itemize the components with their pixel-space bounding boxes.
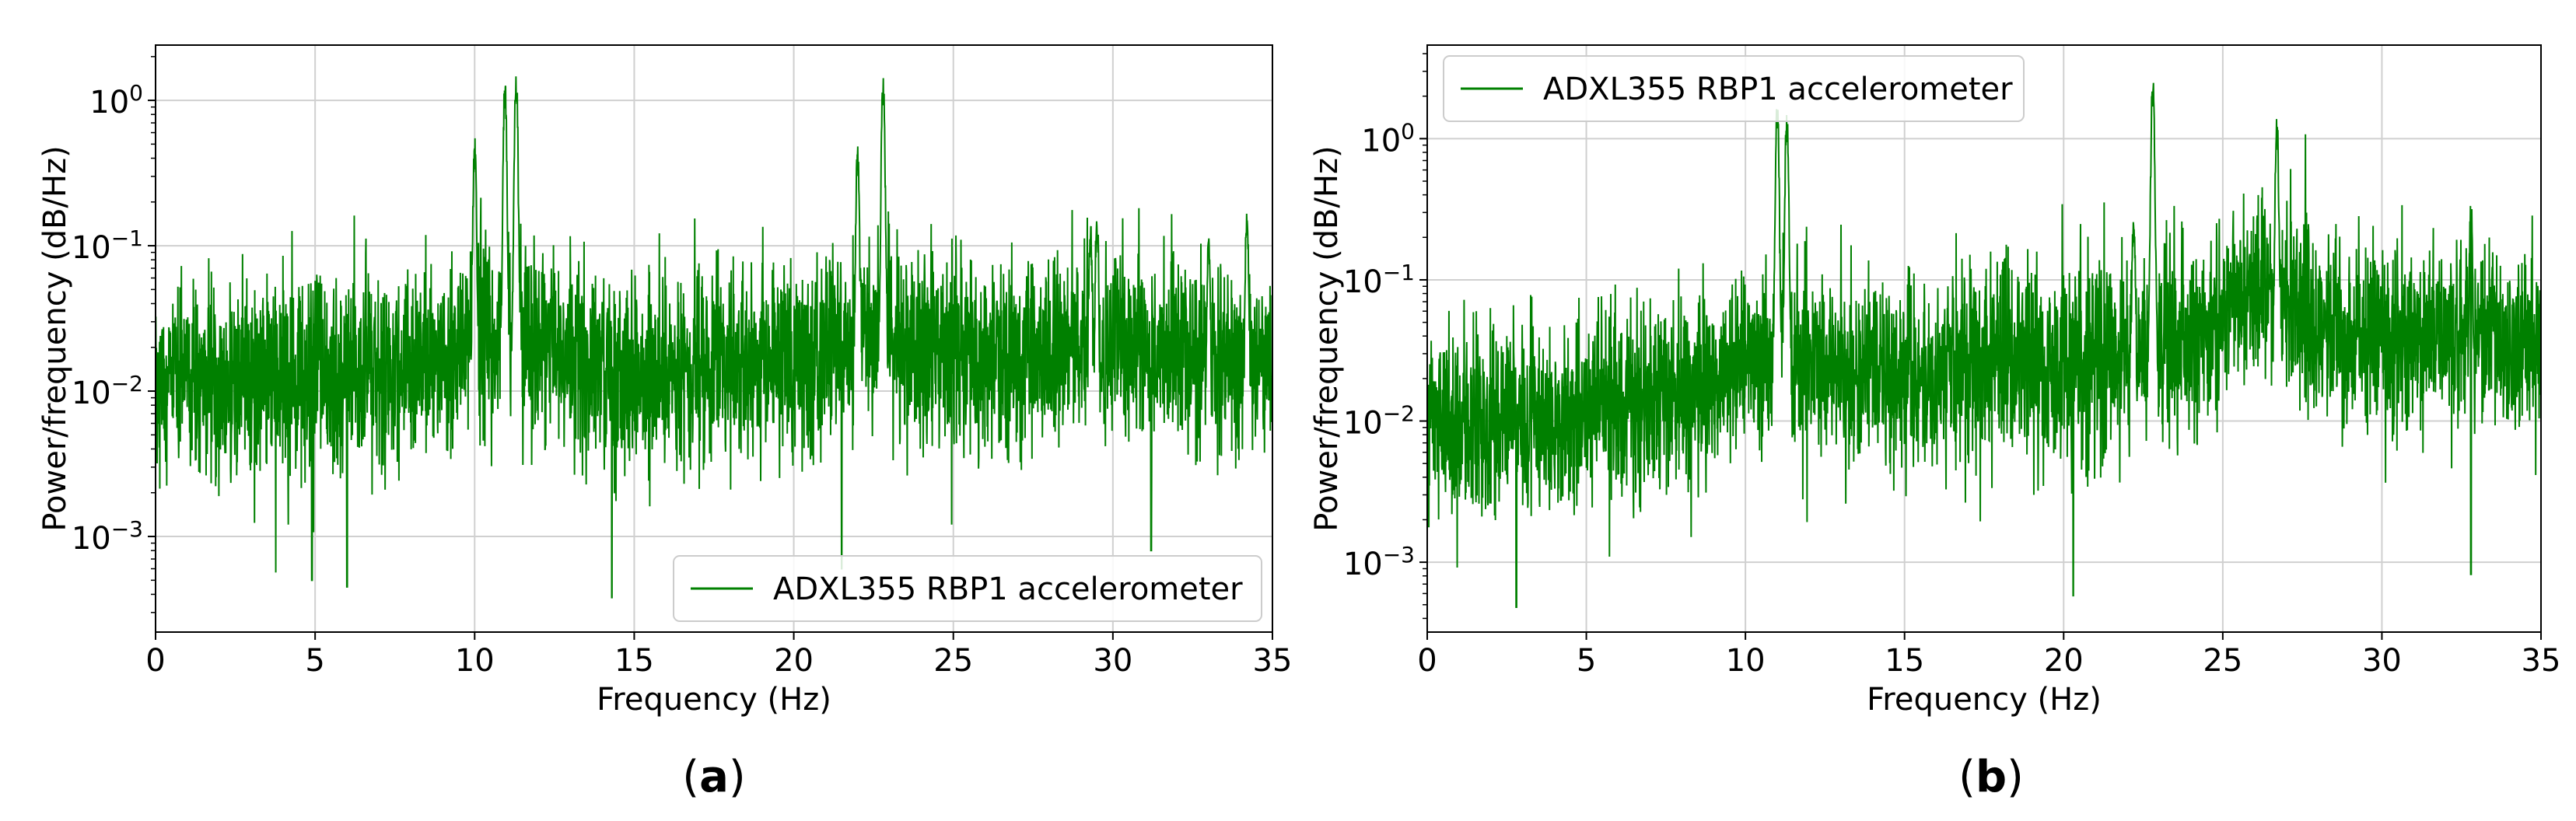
x-tick-label: 10	[1726, 643, 1766, 679]
legend-box	[673, 555, 1262, 622]
caption-a: (a)	[682, 752, 746, 802]
x-tick-label: 10	[455, 643, 495, 679]
x-tick-label: 20	[2044, 643, 2084, 679]
grid	[1426, 45, 2542, 632]
plot-area	[156, 76, 1272, 599]
legend-label: ADXL355 RBP1 accelerometer	[1543, 72, 2013, 107]
legend-box	[1443, 55, 2025, 122]
axes-frame	[1426, 44, 2542, 633]
x-ticks: 0 5 10 15 20 25 30 35	[1417, 632, 2560, 679]
x-ticks: 0 5 10 15 20 25 30 35	[145, 632, 1292, 679]
x-tick-label: 0	[1417, 643, 1437, 679]
x-tick-label: 35	[2522, 643, 2561, 679]
x-tick-label: 15	[1885, 643, 1924, 679]
legend: ADXL355 RBP1 accelerometer	[673, 555, 1262, 622]
caption-b: (b)	[1958, 752, 2024, 802]
x-tick-label: 20	[774, 643, 814, 679]
x-tick-label: 5	[1577, 643, 1596, 679]
chart-panel-a: 0 5 10 15 20 25 30 35 10−3 10−2 10−1 100 Frequency…	[37, 44, 1292, 802]
x-tick-label: 25	[933, 643, 973, 679]
y-ticks: 10−3 10−2 10−1 100	[1343, 53, 1427, 620]
legend-label: ADXL355 RBP1 accelerometer	[773, 571, 1243, 607]
y-tick-label: 100	[89, 80, 143, 121]
y-tick-label: 10−2	[1343, 401, 1415, 442]
x-tick-label: 30	[2362, 643, 2402, 679]
series-line	[156, 76, 1272, 599]
plot-area	[1427, 82, 2541, 609]
y-ticks: 10−3 10−2 10−1 100	[72, 56, 156, 613]
y-tick-label: 10−1	[1343, 260, 1415, 300]
y-tick-label: 100	[1361, 118, 1415, 159]
x-tick-label: 30	[1093, 643, 1132, 679]
x-tick-label: 0	[145, 643, 165, 679]
y-tick-label: 10−3	[72, 516, 143, 557]
x-tick-label: 5	[305, 643, 324, 679]
y-axis-label: Power/frequency (dB/Hz)	[1309, 145, 1345, 531]
y-tick-label: 10−3	[1343, 542, 1415, 582]
axes-frame	[155, 44, 1273, 633]
series-line	[1427, 82, 2541, 609]
y-tick-label: 10−1	[72, 225, 143, 266]
x-axis-label: Frequency (Hz)	[1867, 682, 2102, 718]
x-axis-label: Frequency (Hz)	[597, 682, 831, 718]
x-tick-label: 35	[1253, 643, 1293, 679]
x-tick-label: 25	[2203, 643, 2242, 679]
chart-panel-b: 0 5 10 15 20 25 30 35 10−3 10−2 10−1 100 Frequency…	[1309, 44, 2560, 802]
y-tick-label: 10−2	[72, 371, 143, 411]
legend: ADXL355 RBP1 accelerometer	[1443, 55, 2025, 122]
x-tick-label: 15	[614, 643, 654, 679]
y-axis-label: Power/frequency (dB/Hz)	[37, 145, 73, 531]
